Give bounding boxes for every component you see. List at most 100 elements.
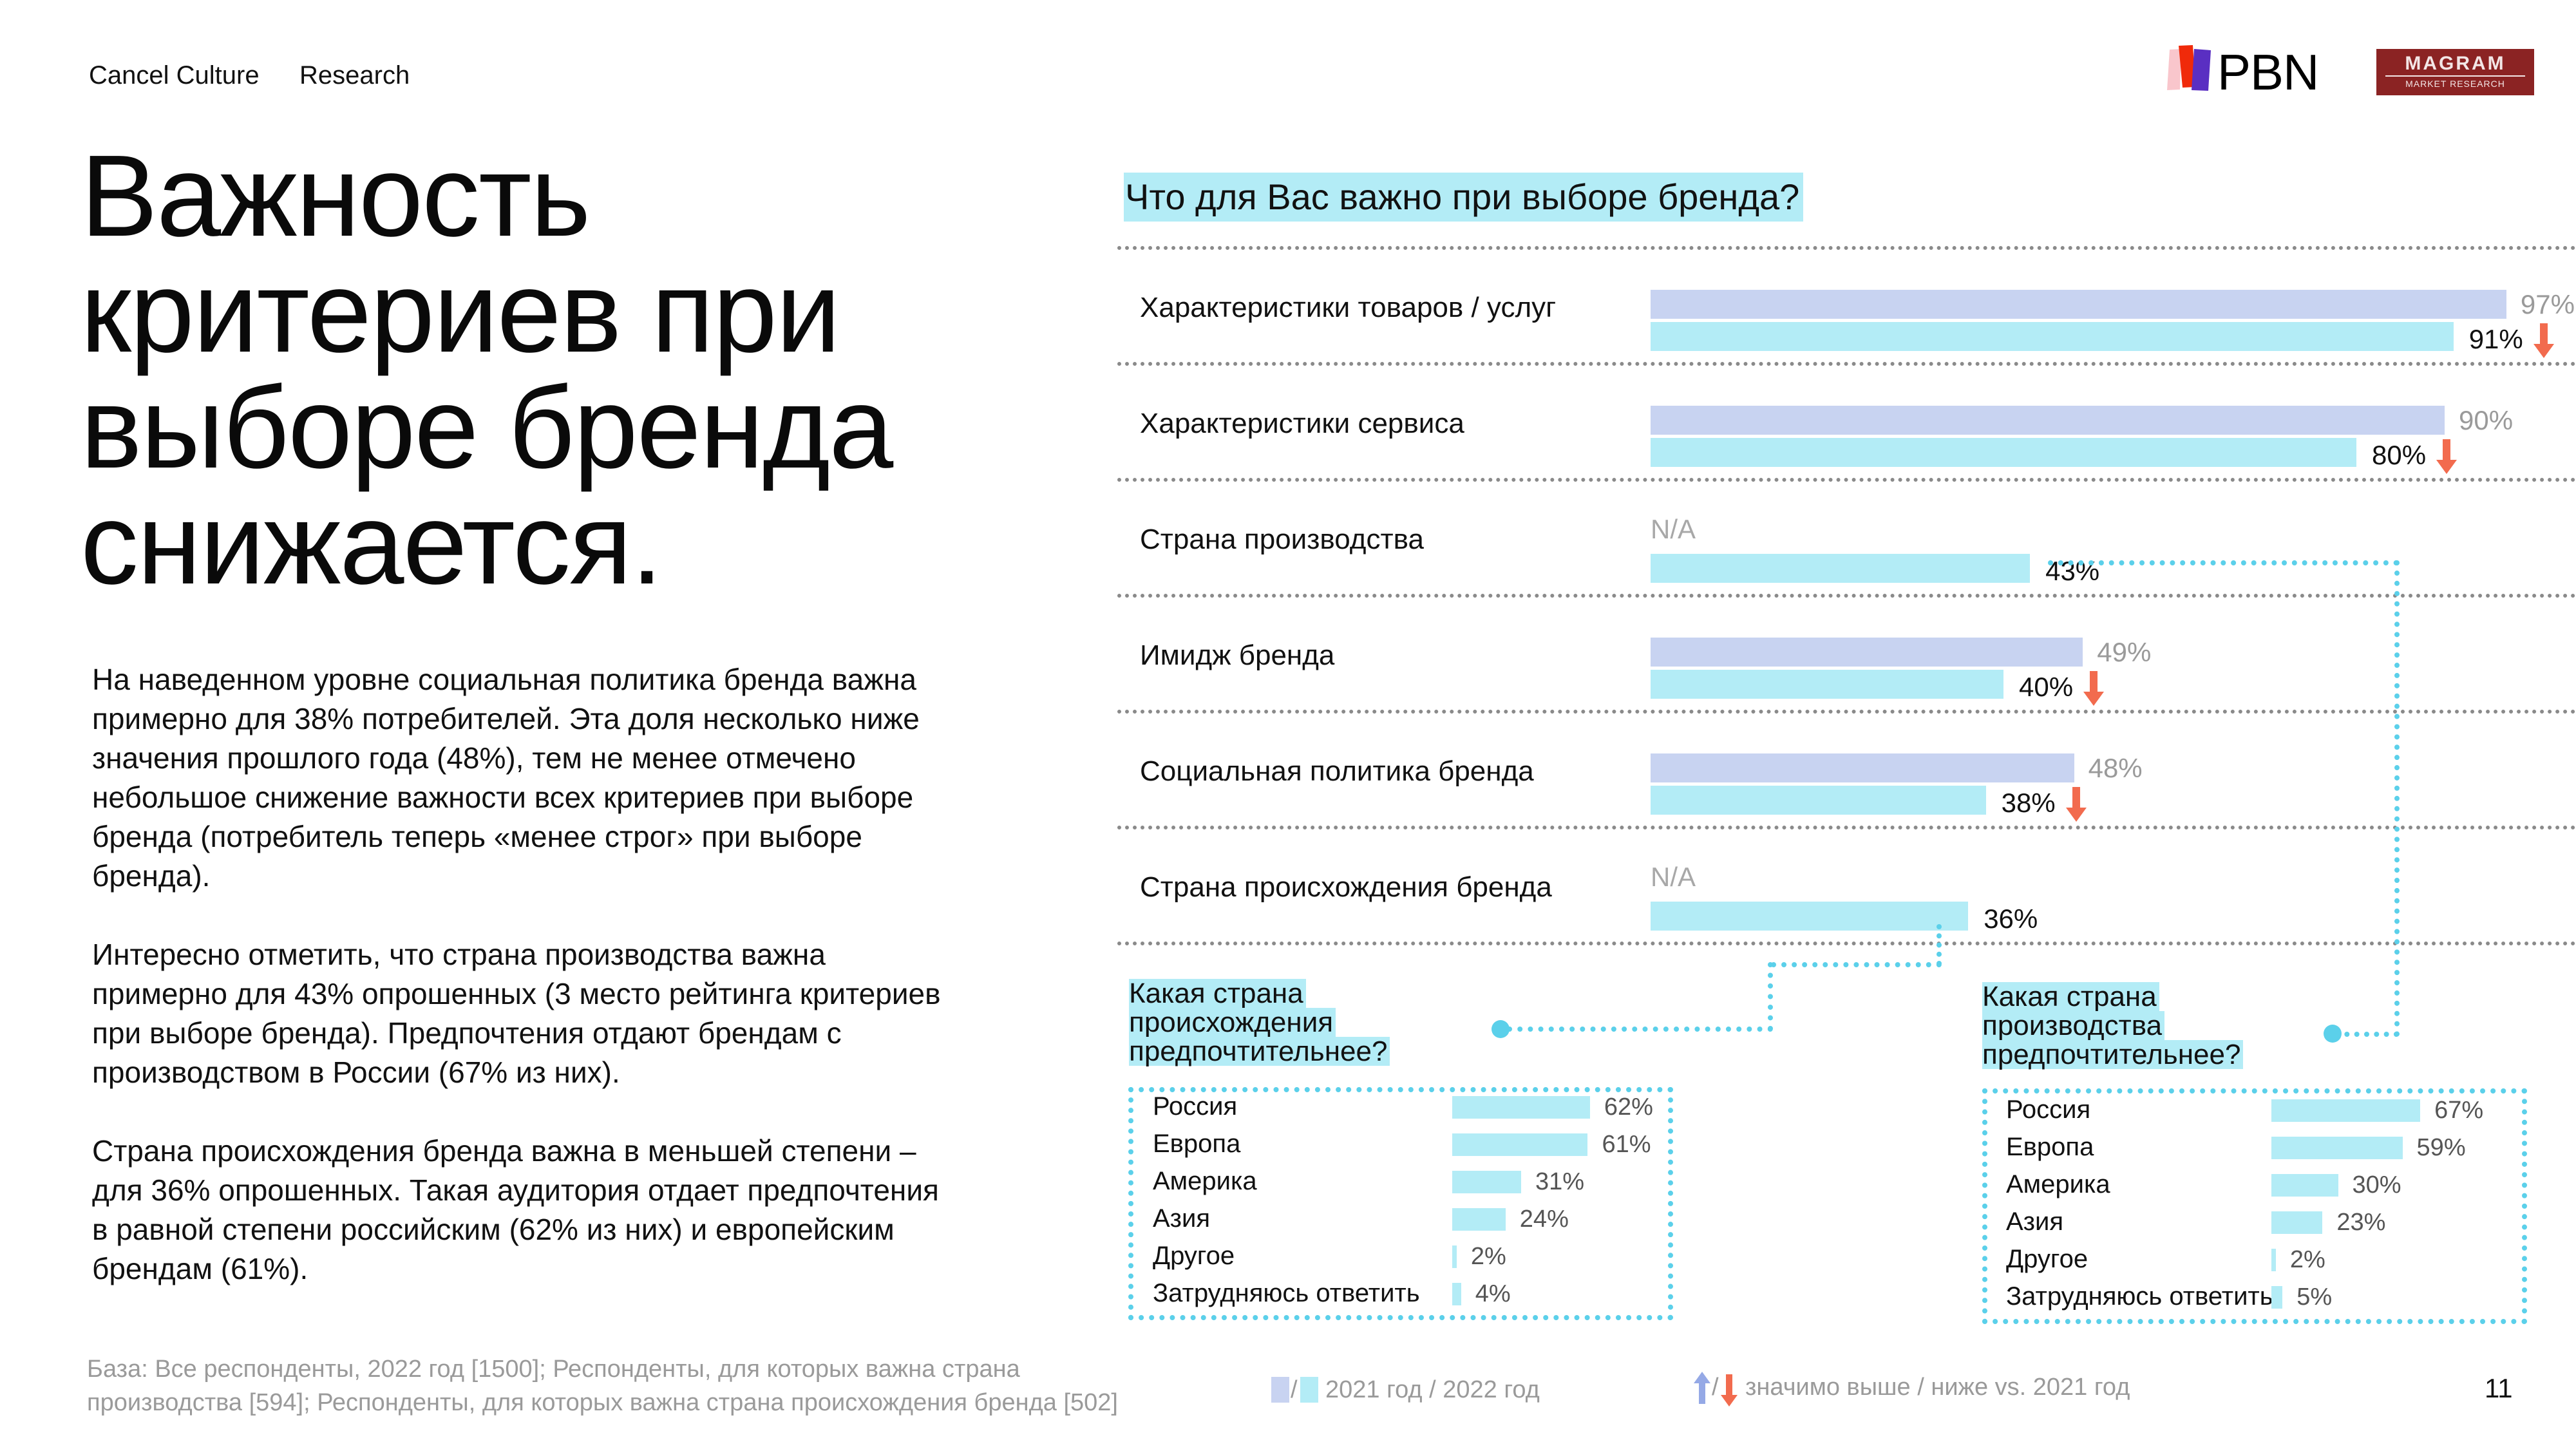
- sub-category-label: Затрудняюсь ответить: [1153, 1279, 1420, 1307]
- arrow-down-icon: [2436, 439, 2457, 474]
- sub-category-label: Америка: [2006, 1170, 2110, 1198]
- magram-logo: MAGRAM MARKET RESEARCH: [2376, 49, 2534, 95]
- row-separator: [1117, 710, 2576, 714]
- sub-value-label: 59%: [2416, 1134, 2466, 1161]
- value-label-2022: 91%: [2468, 324, 2523, 354]
- bar-2021: [1651, 638, 2083, 667]
- bar-2022: [1651, 786, 1986, 815]
- page-title-line: выборе бренда: [80, 363, 893, 493]
- footer-base: База: Все респонденты, 2022 год [1500]; …: [87, 1352, 1118, 1419]
- legend-2021-swatch: [1271, 1377, 1289, 1403]
- legend-2022-swatch: [1300, 1377, 1318, 1403]
- page-title-line: Важность: [80, 131, 591, 261]
- sub-bar: [2271, 1249, 2276, 1271]
- row-separator: [1117, 826, 2576, 829]
- sub-bar: [1452, 1171, 1521, 1193]
- header-tag-cancel-culture: Cancel Culture: [89, 61, 260, 90]
- connector-origin-dot: [1492, 1020, 1510, 1038]
- legend-slash: /: [1291, 1376, 1298, 1403]
- sub-category-label: Другое: [1153, 1242, 1235, 1270]
- sub-value-label: 67%: [2434, 1097, 2484, 1124]
- origin-question-line: происхождения: [1129, 1008, 1336, 1037]
- body-text: На наведенном уровне социальная политика…: [92, 660, 955, 1328]
- bar-2022: [1651, 554, 2031, 583]
- production-question-line: производства: [1982, 1011, 2165, 1040]
- sub-category-label: Азия: [1153, 1204, 1211, 1233]
- origin-chart-box: [1128, 1087, 1673, 1320]
- sub-value-label: 23%: [2336, 1209, 2386, 1236]
- value-label-2021: 97%: [2520, 289, 2575, 319]
- value-label-2022: 80%: [2372, 440, 2427, 470]
- category-label: Характеристики товаров / услуг: [1140, 292, 1557, 323]
- bar-2022: [1651, 670, 2003, 699]
- sub-value-label: 2%: [2289, 1246, 2325, 1273]
- sub-value-label: 2%: [1470, 1243, 1506, 1270]
- magram-logo-sub: MARKET RESEARCH: [2405, 79, 2505, 89]
- page-title: Важность критериев при выборе бренда сни…: [80, 131, 893, 602]
- connector-production-v: [2394, 560, 2400, 1037]
- bar-2021: [1651, 406, 2445, 435]
- connector-origin-h1: [1771, 962, 1942, 967]
- connector-production-h2: [2334, 1032, 2399, 1037]
- sub-bar: [2271, 1174, 2338, 1197]
- arrow-down-icon: [2065, 787, 2087, 822]
- row-separator: [1117, 594, 2576, 598]
- connector-production-dot: [2324, 1025, 2342, 1043]
- value-label-2022: 38%: [2001, 788, 2056, 818]
- chart-title: Что для Вас важно при выборе бренда?: [1124, 173, 1804, 222]
- value-label-2022: 36%: [1984, 904, 2038, 934]
- bar-2021: [1651, 753, 2074, 782]
- sub-bar: [1452, 1283, 1461, 1305]
- sub-value-label: 62%: [1604, 1094, 1653, 1121]
- sub-bar: [2271, 1286, 2283, 1309]
- sub-value-label: 5%: [2297, 1283, 2333, 1311]
- arrow-down-icon: [2083, 671, 2104, 706]
- sub-bar: [1452, 1096, 1590, 1119]
- sub-bar: [1452, 1133, 1588, 1156]
- row-separator: [1117, 246, 2576, 250]
- origin-question-title: Какая страна происхождения предпочтитель…: [1129, 979, 1390, 1066]
- connector-origin-v2: [1768, 962, 1773, 1031]
- page-title-line: критериев при: [80, 247, 840, 377]
- production-question-line: Какая страна: [1982, 982, 2159, 1011]
- bar-2022: [1651, 902, 1969, 931]
- sub-category-label: Другое: [2006, 1245, 2088, 1273]
- body-paragraph: На наведенном уровне социальная политика…: [92, 663, 920, 893]
- sub-value-label: 4%: [1475, 1280, 1511, 1307]
- sub-bar: [2271, 1211, 2323, 1234]
- value-label-2021: 48%: [2088, 753, 2143, 783]
- page-number: 11: [2485, 1373, 2513, 1403]
- category-label: Характеристики сервиса: [1140, 408, 1464, 439]
- sub-category-label: Европа: [2006, 1133, 2094, 1161]
- value-label-2022: 40%: [2019, 672, 2074, 702]
- arrow-down-icon: [2533, 323, 2554, 358]
- header-tag-research: Research: [299, 61, 410, 90]
- sub-bar: [2271, 1137, 2403, 1159]
- pbn-logo: PBN: [2167, 45, 2347, 100]
- legend-sig-slash: /: [1712, 1374, 1719, 1401]
- value-label-2021-na: N/A: [1651, 862, 1696, 892]
- magram-logo-main: MAGRAM: [2405, 53, 2506, 74]
- sub-category-label: Затрудняюсь ответить: [2006, 1282, 2273, 1311]
- value-label-2021: 90%: [2459, 405, 2514, 435]
- category-label: Социальная политика бренда: [1140, 755, 1534, 787]
- row-separator: [1117, 942, 2576, 945]
- sub-value-label: 24%: [1519, 1206, 1569, 1233]
- connector-origin-h2: [1507, 1027, 1773, 1032]
- body-paragraph: Интересно отметить, что страна производс…: [92, 938, 941, 1089]
- sub-category-label: Америка: [1153, 1167, 1257, 1195]
- footer-base-line: производства [594]; Респонденты, для кот…: [87, 1389, 1118, 1416]
- row-separator: [1117, 478, 2576, 482]
- category-label: Страна происхождения бренда: [1140, 871, 1552, 903]
- bar-2021: [1651, 290, 2506, 319]
- connector-origin-v1: [1937, 924, 1942, 966]
- body-paragraph: Страна происхождения бренда важна в мень…: [92, 1134, 939, 1285]
- production-question-title: Какая страна производства предпочтительн…: [1982, 982, 2244, 1069]
- origin-question-line: предпочтительнее?: [1129, 1037, 1390, 1066]
- sub-bar: [1452, 1208, 1506, 1231]
- pbn-logo-text: PBN: [2217, 44, 2319, 100]
- production-question-line: предпочтительнее?: [1982, 1040, 2244, 1069]
- value-label-2021-na: N/A: [1651, 514, 1696, 544]
- legend-years-label: 2021 год / 2022 год: [1325, 1376, 1540, 1403]
- category-label: Имидж бренда: [1140, 639, 1335, 671]
